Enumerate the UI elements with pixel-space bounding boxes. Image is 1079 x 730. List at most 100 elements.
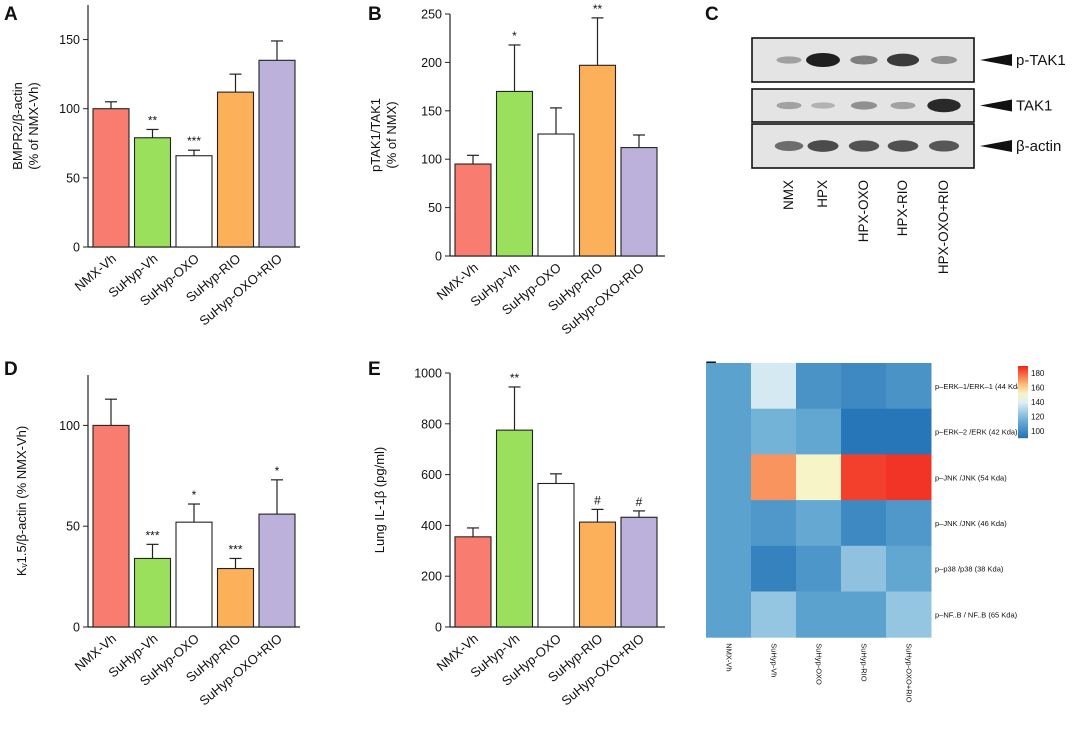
bar-suhyp-oxo-rio: [258, 59, 296, 248]
bar-nmx-vh: [454, 163, 492, 257]
y-tick-label: 1000: [414, 367, 442, 381]
colorbar-segment: [1018, 420, 1028, 422]
panel-letter-b: B: [368, 4, 382, 25]
bar-suhyp-oxo: [175, 155, 213, 248]
bar-suhyp-oxo-rio: [258, 513, 296, 628]
y-tick-label: 150: [421, 104, 442, 118]
colorbar-segment: [1018, 400, 1028, 402]
blot-band: [848, 140, 880, 152]
heatmap-row-label: p–NF..B / NF..B (65 Kda): [935, 610, 1018, 619]
heatmap-cell: [796, 591, 842, 638]
colorbar-segment: [1018, 368, 1028, 370]
colorbar-segment: [1018, 419, 1028, 421]
colorbar-segment: [1018, 380, 1028, 382]
y-tick-label: 50: [428, 201, 442, 215]
blot-band: [887, 140, 919, 152]
bar-suhyp-oxo-rio: [620, 516, 658, 628]
colorbar-segment: [1018, 409, 1028, 411]
significance-label: *: [275, 464, 280, 478]
y-tick-label: 50: [66, 520, 80, 534]
heatmap-cell: [886, 454, 932, 501]
blot-band: [806, 53, 840, 67]
heatmap-cell: [841, 408, 887, 455]
significance-label: ***: [145, 528, 159, 542]
colorbar-tick-label: 120: [1031, 412, 1045, 421]
heatmap-cell: [886, 363, 932, 410]
significance-label: **: [148, 113, 158, 127]
lane-label: HPX: [815, 180, 830, 208]
y-tick-label: 0: [435, 250, 442, 264]
colorbar-segment: [1018, 416, 1028, 418]
y-axis-label-line: (% of NMX): [384, 101, 399, 168]
lane-label: HPX-OXO: [856, 180, 871, 242]
y-axis-label-line: Kᵥ1.5/β-actin (% NMX-Vh): [14, 426, 29, 576]
heatmap-cell: [796, 500, 842, 547]
band-label: TAK1: [1016, 98, 1052, 115]
significance-label: ***: [187, 134, 201, 148]
y-tick-label: 250: [421, 8, 442, 22]
bar-nmx-vh: [454, 536, 492, 628]
lane-label: HPX-RIO: [895, 180, 910, 236]
colorbar-segment: [1018, 366, 1028, 368]
heatmap-cell: [706, 545, 752, 592]
colorbar-segment: [1018, 383, 1028, 385]
blot-band: [811, 102, 835, 109]
colorbar-segment: [1018, 413, 1028, 415]
significance-label: ***: [228, 542, 242, 556]
heatmap-cell: [751, 408, 797, 455]
colorbar-segment: [1018, 397, 1028, 399]
colorbar-segment: [1018, 386, 1028, 388]
colorbar-segment: [1018, 433, 1028, 435]
colorbar-tick-label: 100: [1031, 427, 1045, 436]
blot-band: [776, 101, 802, 110]
y-tick-label: 800: [421, 417, 442, 431]
heatmap-row-label: p–JNK /JNK (46 Kda): [935, 519, 1007, 528]
heatmap-cell: [706, 591, 752, 638]
y-axis-label-line: Lung IL-1β (pg/ml): [372, 447, 387, 553]
colorbar-segment: [1018, 425, 1028, 427]
colorbar-segment: [1018, 398, 1028, 400]
colorbar-segment: [1018, 406, 1028, 408]
y-tick-label: 100: [59, 419, 80, 433]
panel-letter-d: D: [4, 359, 18, 380]
arrow-icon: [980, 99, 1012, 112]
colorbar-segment: [1018, 436, 1028, 438]
arrow-icon: [980, 140, 1012, 152]
colorbar-segment: [1018, 369, 1028, 371]
colorbar-segment: [1018, 394, 1028, 396]
colorbar-segment: [1018, 437, 1028, 439]
heatmap-cell: [796, 408, 842, 455]
colorbar-segment: [1018, 370, 1028, 372]
blot-band: [927, 98, 961, 113]
colorbar-segment: [1018, 426, 1028, 428]
colorbar-segment: [1018, 396, 1028, 398]
bar-suhyp-rio: [216, 91, 255, 248]
y-tick-label: 0: [73, 241, 80, 255]
colorbar-segment: [1018, 371, 1028, 373]
bar-suhyp-oxo: [175, 521, 213, 628]
bar-nmx-vh: [92, 424, 130, 628]
y-axis-label-line: BMPR2/β-actin: [10, 82, 25, 170]
y-tick-label: 200: [421, 56, 442, 70]
colorbar-segment: [1018, 430, 1028, 432]
colorbar-segment: [1018, 378, 1028, 380]
colorbar-segment: [1018, 423, 1028, 425]
heatmap-row-label: p–p38 /p38 (38 Kda): [935, 565, 1004, 574]
colorbar-segment: [1018, 379, 1028, 381]
heatmap-cell: [886, 591, 932, 638]
blot-band: [930, 55, 958, 65]
colorbar-segment: [1018, 399, 1028, 401]
colorbar-segment: [1018, 434, 1028, 436]
y-axis-label-line: (% of NMX-Vh): [26, 82, 41, 169]
bar-suhyp-rio: [216, 567, 255, 628]
bar-suhyp-rio: [578, 64, 617, 257]
colorbar-segment: [1018, 385, 1028, 387]
significance-label: *: [512, 29, 517, 43]
colorbar-segment: [1018, 424, 1028, 426]
heatmap-cell: [796, 454, 842, 501]
heatmap-cell: [796, 363, 842, 410]
colorbar-segment: [1018, 432, 1028, 434]
